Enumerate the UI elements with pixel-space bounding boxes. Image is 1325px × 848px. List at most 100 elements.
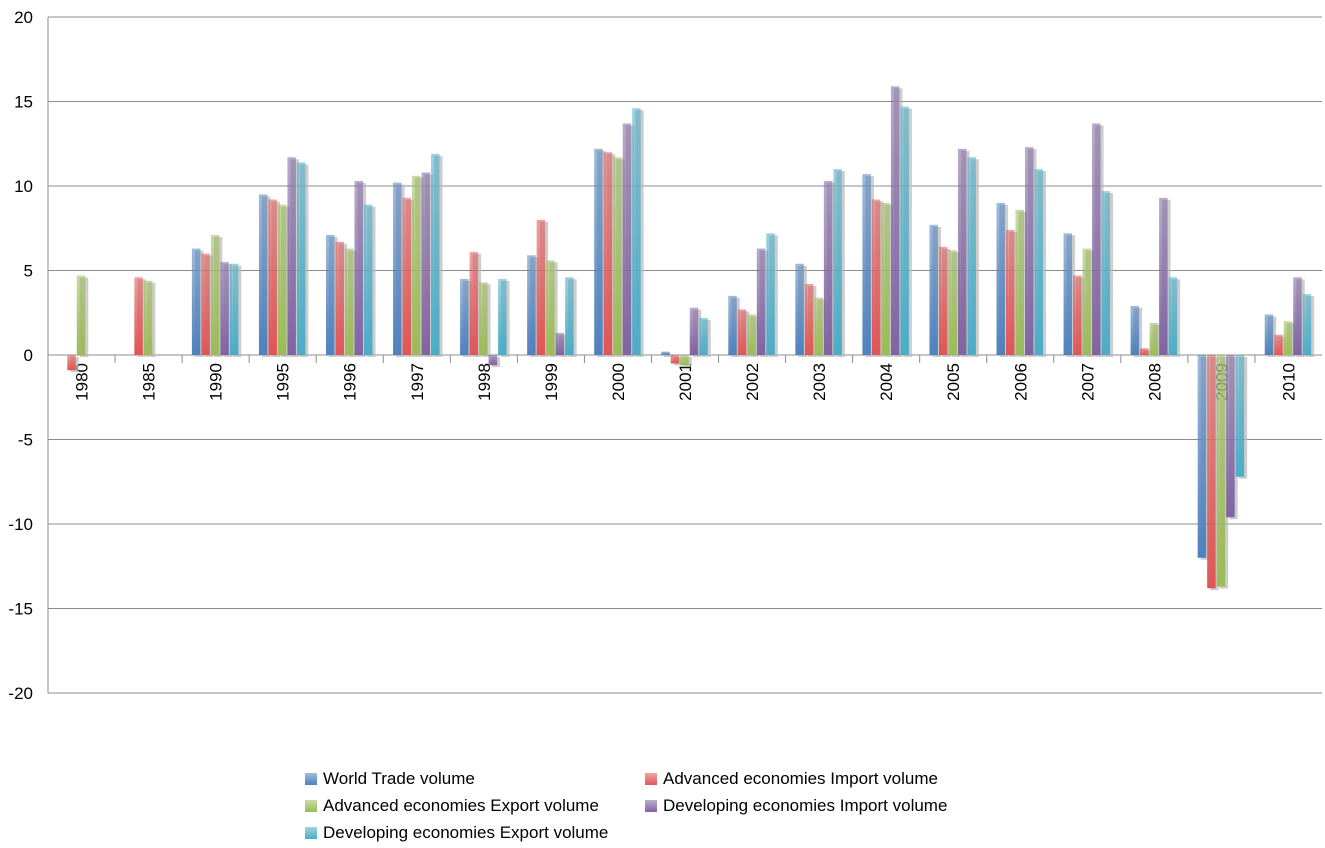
x-tick-label: 2001: [676, 363, 695, 401]
bar: [479, 282, 488, 355]
bar: [565, 277, 574, 355]
bar: [670, 355, 680, 364]
bar: [1207, 355, 1216, 589]
x-tick-label: 1997: [408, 363, 427, 401]
y-tick-label: 0: [24, 346, 33, 365]
legend-swatch-dev-export: [305, 827, 317, 839]
bar: [661, 351, 670, 355]
series-3: [220, 86, 1305, 520]
x-tick-label: 1995: [274, 363, 293, 401]
x-tick-label: 2004: [877, 363, 896, 401]
bar: [67, 355, 76, 371]
x-tick-label: 2005: [944, 363, 963, 401]
bar: [747, 314, 756, 355]
legend-item-dev-import: Developing economies Import volume: [645, 793, 947, 819]
y-tick-label: 15: [14, 93, 33, 112]
bar: [1302, 294, 1312, 355]
bar: [1034, 169, 1044, 355]
bar: [460, 278, 469, 355]
bar: [766, 233, 775, 355]
x-tick-label: 2007: [1078, 363, 1097, 401]
bar: [1264, 314, 1274, 355]
bar: [1149, 322, 1159, 355]
x-tick-label: 2010: [1279, 363, 1298, 401]
bar: [1015, 209, 1025, 355]
bar: [1101, 191, 1111, 355]
bar: [76, 275, 86, 355]
bar: [287, 157, 296, 355]
y-tick-label: -20: [8, 684, 33, 703]
y-tick-label: 20: [14, 8, 33, 27]
bar: [1092, 123, 1101, 355]
bar: [938, 246, 948, 355]
bar: [689, 307, 699, 355]
bar: [1006, 229, 1015, 355]
y-tick-label: -10: [8, 515, 33, 534]
bar: [393, 182, 402, 355]
bar: [833, 169, 842, 355]
x-tick-label: 1990: [207, 363, 226, 401]
x-tick-label: 1985: [140, 363, 159, 401]
bar: [1283, 321, 1293, 355]
bar: [143, 280, 153, 355]
bar: [1168, 277, 1178, 355]
bar: [1159, 197, 1168, 355]
series-4: [229, 106, 1315, 479]
x-tick-label: 2003: [810, 363, 829, 401]
bar: [1235, 355, 1245, 477]
bar: [488, 355, 498, 366]
legend-item-adv-import: Advanced economies Import volume: [645, 766, 938, 792]
series-1: [67, 152, 1286, 591]
legend-item-adv-export: Advanced economies Export volume: [305, 793, 599, 819]
x-tick-label: 2000: [609, 363, 628, 401]
bar: [536, 219, 546, 355]
bar: [1293, 277, 1302, 355]
bar: [900, 106, 909, 355]
legend-label: Advanced economies Import volume: [663, 769, 938, 788]
series-0: [191, 148, 1277, 560]
y-tick-label: -15: [8, 600, 33, 619]
bar: [632, 108, 641, 355]
x-tick-label: 1998: [475, 363, 494, 401]
legend-label: Developing economies Export volume: [323, 823, 609, 842]
legend-label: Developing economies Import volume: [663, 796, 948, 815]
bar: [363, 204, 373, 355]
bar: [603, 152, 613, 355]
bar: [1063, 233, 1073, 355]
bar: [1274, 334, 1283, 355]
bar: [421, 172, 431, 355]
x-tick-label: 1980: [73, 363, 92, 401]
bar: [277, 204, 287, 355]
bar: [335, 241, 344, 355]
bar: [527, 255, 536, 355]
bar: [498, 278, 507, 355]
bar: [1082, 248, 1092, 355]
bar: [996, 202, 1006, 355]
bar: [795, 263, 804, 355]
x-tick-label: 1996: [341, 363, 360, 401]
bar: [220, 262, 229, 355]
legend: World Trade volume Advanced economies Im…: [305, 766, 1005, 846]
bar: [948, 250, 957, 355]
bar: [728, 295, 737, 355]
bar: [1130, 305, 1140, 355]
bar: [258, 194, 268, 355]
bar: [680, 355, 689, 366]
y-tick-label: -5: [18, 431, 33, 450]
bar: [862, 174, 871, 355]
y-tick-label: 10: [14, 177, 33, 196]
bar: [210, 235, 220, 355]
bar: [191, 248, 201, 355]
bar: [957, 148, 967, 355]
bar: [881, 202, 890, 355]
bar: [229, 263, 239, 355]
bar: [804, 284, 814, 355]
bar: [555, 333, 565, 355]
bar: [890, 86, 900, 355]
bar: [296, 162, 306, 355]
legend-swatch-adv-import: [645, 773, 657, 785]
bar: [1025, 147, 1034, 355]
legend-label: World Trade volume: [323, 769, 475, 788]
